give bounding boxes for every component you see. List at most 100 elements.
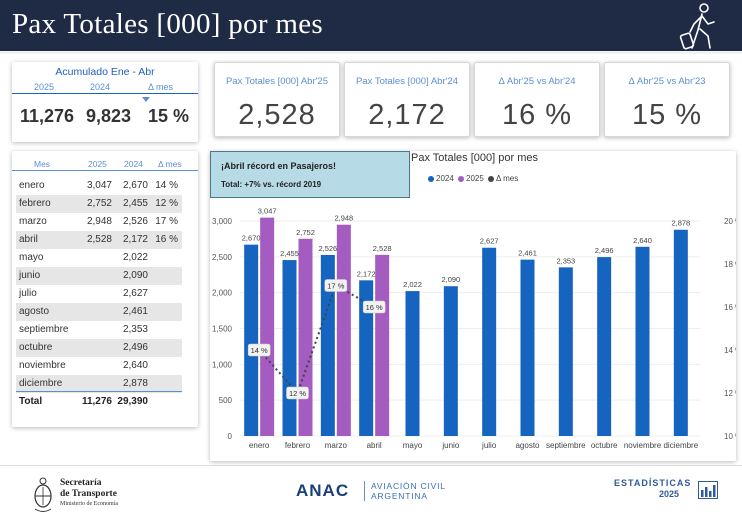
legend-label: 2025: [466, 174, 484, 183]
bar-2025: [336, 224, 351, 436]
page-title: Pax Totales [000] por mes: [12, 8, 323, 40]
cell-2025: 3,047: [86, 180, 112, 191]
table-row[interactable]: diciembre 2,878: [16, 375, 182, 393]
accumulated-value-2025: 11,276: [20, 106, 75, 126]
bar-chart: 0 500 1,000 1,500 2,000 2,500 3,000 10 % 12 % 14 …: [212, 207, 736, 450]
cell-month: diciembre: [19, 378, 63, 389]
cell-2024: 2,640: [122, 360, 148, 371]
bar-2024: [673, 229, 688, 436]
total-2025: 11,276: [81, 396, 112, 407]
cell-2024: 2,455: [122, 198, 148, 209]
cell-month: febrero: [19, 198, 51, 209]
x-tick-label: octubre: [591, 441, 618, 450]
accumulated-title: Acumulado Ene - Abr: [55, 66, 155, 78]
bar-2024-label: 2,172: [357, 269, 376, 278]
y-tick-label: 3,000: [212, 217, 233, 226]
y2-tick-label: 18 %: [724, 260, 736, 269]
delta-point-label: 16 %: [366, 303, 383, 312]
kpi-label: Δ Abr'25 vs Abr'24: [498, 76, 576, 87]
bar-2024-label: 2,526: [318, 244, 337, 253]
argentina-coat-of-arms-icon: [34, 477, 52, 512]
cell-2024: 2,496: [122, 342, 148, 353]
legend-item-2024[interactable]: 2024: [428, 174, 454, 183]
kpi-label: Pax Totales [000] Abr'24: [356, 76, 458, 87]
legend-item-delta[interactable]: Δ mes: [488, 174, 518, 183]
kpi-label: Pax Totales [000] Abr'25: [226, 76, 328, 87]
accumulated-col-2025[interactable]: 2025: [34, 82, 55, 92]
accumulated-col-2024[interactable]: 2024: [90, 82, 111, 92]
anac-subtitle-line1: AVIACIÓN CIVIL: [371, 481, 446, 491]
y2-tick-label: 14 %: [724, 346, 736, 355]
cell-month: julio: [19, 288, 37, 299]
table-row[interactable]: febrero 2,752 2,455 12 %: [16, 195, 182, 213]
y2-tick-label: 10 %: [724, 432, 736, 441]
y-tick-label: 2,000: [212, 289, 233, 298]
bar-2024-label: 2,090: [441, 275, 460, 284]
x-tick-label: enero: [249, 441, 270, 450]
bar-2024-label: 2,022: [403, 280, 422, 289]
callout-headline: ¡Abril récord en Pasajeros!: [221, 161, 337, 171]
callout-detail: Total: +7% vs. récord 2019: [221, 180, 322, 189]
cell-month: septiembre: [19, 324, 69, 335]
column-header-delta[interactable]: Δ mes: [158, 159, 182, 169]
y-tick-label: 1,500: [212, 325, 233, 334]
table-row[interactable]: septiembre 2,353: [16, 321, 182, 339]
cell-month: marzo: [19, 216, 47, 227]
secretaria-line1: Secretaría: [60, 478, 102, 488]
bar-2024-label: 2,461: [518, 249, 537, 258]
kpi-label: Δ Abr'25 vs Abr'23: [628, 76, 706, 87]
table-row[interactable]: agosto 2,461: [16, 303, 182, 321]
y-tick-label: 1,000: [212, 360, 233, 369]
table-row[interactable]: mayo 2,022: [16, 249, 182, 267]
legend-item-2025[interactable]: 2025: [458, 174, 484, 183]
x-tick-label: mayo: [403, 441, 423, 450]
bar-2024-label: 2,496: [595, 246, 614, 255]
cell-month: noviembre: [19, 360, 66, 371]
cell-month: agosto: [19, 306, 50, 317]
bar-2024: [405, 291, 420, 436]
cell-2024: 2,353: [122, 324, 148, 335]
x-tick-label: febrero: [285, 441, 311, 450]
bar-2024: [520, 259, 535, 436]
bar-2024-label: 2,455: [280, 249, 299, 258]
bar-2024-label: 2,353: [556, 256, 575, 265]
table-row[interactable]: abril 2,528 2,172 16 %: [16, 231, 182, 249]
table-row[interactable]: octubre 2,496: [16, 339, 182, 357]
bar-2024: [359, 280, 374, 436]
sort-caret-icon[interactable]: [142, 97, 150, 102]
bar-2025-label: 3,047: [258, 207, 277, 216]
table-row[interactable]: noviembre 2,640: [16, 357, 182, 375]
bar-2024-label: 2,878: [671, 219, 690, 228]
bar-2025: [260, 217, 275, 436]
kpi-card-abr24: Pax Totales [000] Abr'24 2,172: [344, 62, 470, 137]
table-row[interactable]: julio 2,627: [16, 285, 182, 303]
secretaria-line3: Ministerio de Economía: [60, 501, 118, 507]
column-header-month[interactable]: Mes: [34, 159, 51, 169]
cell-2024: 2,878: [122, 378, 148, 389]
delta-point-label: 17 %: [327, 282, 344, 291]
bar-2025-label: 2,948: [334, 214, 353, 223]
accumulated-col-delta[interactable]: Δ mes: [148, 82, 174, 92]
cell-2024: 2,172: [122, 234, 148, 245]
table-row[interactable]: enero 3,047 2,670 14 %: [16, 177, 182, 195]
delta-point-label-bg: [286, 386, 309, 400]
y-tick-label: 2,500: [212, 253, 233, 262]
monthly-chart-card: ¡Abril récord en Pasajeros! Total: +7% v…: [210, 151, 736, 461]
cell-2025: 2,752: [86, 198, 112, 209]
cell-month: junio: [19, 270, 41, 281]
delta-point-label-bg: [362, 300, 386, 314]
table-row[interactable]: junio 2,090: [16, 267, 182, 285]
cell-2024: 2,090: [122, 270, 148, 281]
bar-2024: [282, 260, 297, 436]
bar-2024: [558, 267, 573, 436]
cell-2024: 2,670: [122, 180, 148, 191]
column-header-2024[interactable]: 2024: [124, 159, 143, 169]
y2-tick-label: 20 %: [724, 217, 736, 226]
bar-2024: [482, 247, 497, 436]
bar-2024-label: 2,627: [480, 237, 499, 246]
bar-2024-label: 2,640: [633, 236, 652, 245]
accumulated-value-delta: 15 %: [148, 106, 190, 126]
column-header-2025[interactable]: 2025: [88, 159, 107, 169]
table-row[interactable]: marzo 2,948 2,526 17 %: [16, 213, 182, 231]
cell-2025: 2,528: [86, 234, 112, 245]
